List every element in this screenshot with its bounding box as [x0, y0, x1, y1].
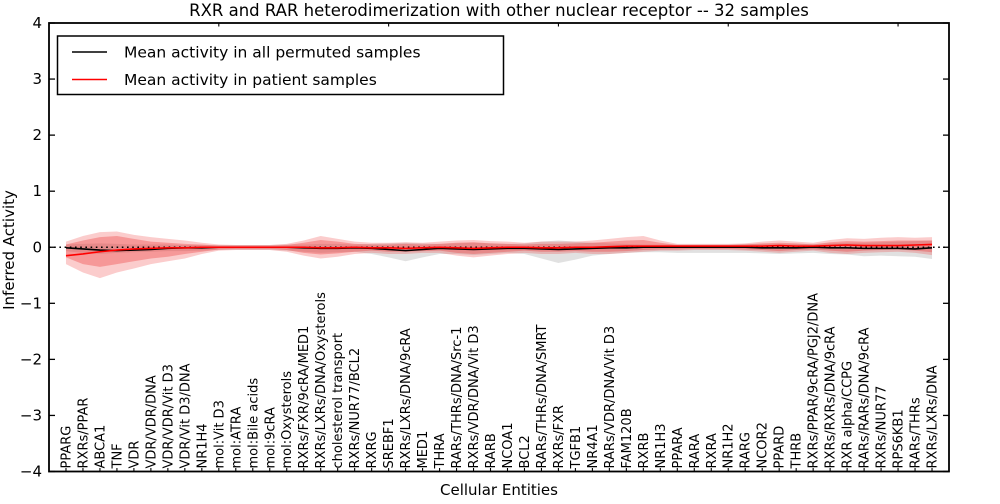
series-line-layer: [65, 243, 933, 257]
x-tick-label: RARG: [739, 432, 754, 469]
x-tick-label: RPS6KB1: [892, 409, 907, 468]
y-tick-label: −3: [20, 406, 42, 424]
x-tick-label: THRA: [433, 433, 448, 469]
x-tick-label: RXR alpha/CCPG: [841, 361, 856, 469]
x-tick-label: FAM120B: [620, 408, 635, 468]
x-tick-label: RXRs/NUR77: [875, 386, 890, 469]
x-tick-label: NR1H3: [654, 423, 669, 468]
x-tick-label: RXRs/LXRs/DNA/Oxysterols: [314, 292, 329, 469]
legend-label-permuted: Mean activity in all permuted samples: [124, 44, 421, 62]
x-tick-label: VDR/VDR/DNA: [144, 375, 159, 468]
x-tick-label: mol:Bile acids: [246, 378, 261, 469]
x-tick-label: mol:ATRA: [229, 407, 244, 469]
legend-label-patient: Mean activity in patient samples: [124, 71, 377, 89]
y-tick-label: −1: [20, 294, 42, 312]
x-tick-label: cholesterol transport: [331, 333, 346, 469]
y-tick-label: 1: [32, 182, 42, 200]
x-tick-label: TNF: [110, 443, 125, 469]
x-tick-label: NR1H4: [195, 423, 210, 468]
band-patient-samples-outer-band: [65, 231, 933, 279]
x-tick-label: RARs/THRs/DNA/SMRT: [535, 324, 550, 468]
legend-box: [56, 35, 505, 96]
y-tick-label: 0: [32, 238, 42, 256]
x-tick-label-layer: PPARG RXRs/PPAR ABCA1 TNF VDR VDR/VDR/DNA VDR/…: [59, 292, 940, 470]
x-tick-label: RARB: [484, 433, 499, 468]
x-tick-label: RXRs/VDR/DNA/Vit D3: [467, 325, 482, 468]
x-tick-label: RARs/THRs/DNA/Src-1: [450, 327, 465, 469]
plot-frame: [48, 22, 950, 473]
x-tick-label: RARs/RARs/DNA/9cRA: [858, 327, 873, 468]
x-tick-label: VDR: [127, 441, 142, 469]
x-tick-label: RXRs/FXR: [552, 405, 567, 469]
y-axis-label: Inferred Activity: [0, 190, 18, 310]
x-tick-label: MED1: [416, 431, 431, 469]
x-tick-label: mol:Vit D3: [212, 400, 227, 468]
x-tick-label: NCOA1: [501, 423, 516, 469]
x-tick-label: RXRs/PPAR/9cRA/PGJ2/DNA: [807, 293, 822, 469]
x-tick-label: SREBF1: [382, 418, 397, 468]
chart-title: RXR and RAR heterodimerization with othe…: [189, 1, 809, 20]
x-tick-label: VDR/Vit D3/DNA: [178, 363, 193, 468]
band-layer: [65, 231, 933, 279]
x-tick-label: RXRs/RXRs/DNA/9cRA: [824, 326, 839, 468]
x-tick-label: RXRA: [705, 433, 720, 468]
band-patient-samples-inner-band: [65, 236, 933, 267]
x-tick-label: RARs/THRs: [909, 397, 924, 468]
y-tick-label: 2: [32, 126, 42, 144]
x-tick-label: BCL2: [518, 435, 533, 468]
x-tick-label: TGFB1: [569, 426, 584, 470]
x-tick-label: mol:Oxysterols: [280, 371, 295, 469]
x-tick-label: THRB: [790, 433, 805, 470]
legend: Mean activity in all permuted samples Me…: [56, 35, 505, 96]
x-axis-label: Cellular Entities: [440, 481, 558, 499]
x-tick-label: RXRB: [637, 433, 652, 469]
x-tick-label: ABCA1: [93, 425, 108, 469]
x-tick-label: RXRs/FXR/9cRA/MED1: [297, 326, 312, 469]
x-tick-label: RARA: [688, 434, 703, 469]
y-tick-label-layer: 4 3 2 1 0 −1 −2 −3 −4: [20, 14, 42, 481]
x-tick-label: RXRs/NUR77/BCL2: [348, 348, 363, 469]
x-tick-label: NR1H2: [722, 423, 737, 468]
y-tick-label: −2: [20, 350, 42, 368]
x-tick-label: RXRs/LXRs/DNA/9cRA: [399, 328, 414, 468]
y-tick-label: 3: [32, 70, 42, 88]
series-line-mean-activity-in-patient-samples: [65, 243, 933, 257]
y-tick-label: 4: [32, 14, 42, 32]
y-tick-label: −4: [20, 463, 42, 481]
x-tick-label: PPARG: [59, 426, 74, 469]
x-tick-label: PPARA: [671, 427, 686, 468]
x-tick-label: NCOR2: [756, 422, 771, 468]
x-tick-label: RXRs/LXRs/DNA: [926, 365, 941, 468]
x-tick-label: PPARD: [773, 426, 788, 469]
x-tick-label: RARs/VDR/DNA/Vit D3: [603, 326, 618, 469]
x-tick-label: RXRG: [365, 431, 380, 468]
x-tick-label: VDR/VDR/Vit D3: [161, 364, 176, 468]
x-tick-label: RXRs/PPAR: [76, 398, 91, 469]
x-tick-label: mol:9cRA: [263, 407, 278, 469]
x-tick-label: NR4A1: [586, 424, 601, 468]
